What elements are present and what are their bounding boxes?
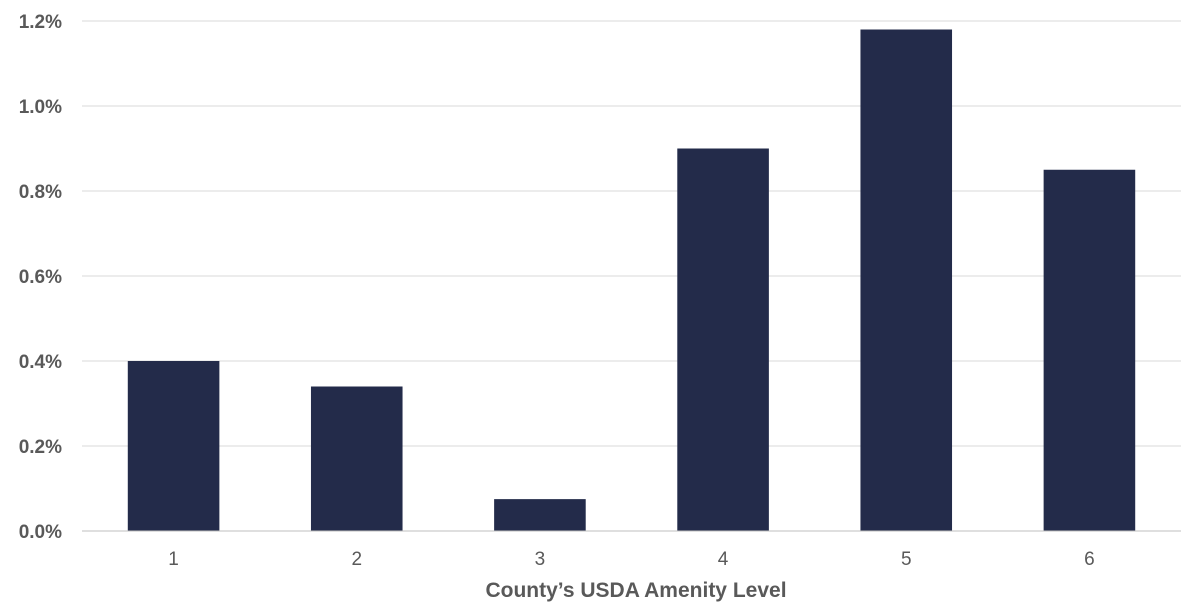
y-tick-label: 1.2% (19, 12, 62, 33)
axes: 0.0% 0.2% 0.4% 0.6% 0.8% 1.0% 1.2% 1 2 3 4 5 6 (19, 12, 1181, 570)
y-tick-label: 0.8% (19, 182, 62, 203)
gridlines (82, 20, 1181, 447)
x-tick-label: 3 (535, 549, 546, 570)
y-tick-label: 0.2% (19, 437, 62, 458)
y-tick-label: 1.0% (19, 97, 62, 118)
bar-1 (127, 361, 220, 531)
x-tick-label: 4 (718, 549, 729, 570)
x-tick-label: 2 (351, 549, 362, 570)
bar-3 (494, 499, 586, 531)
bar-4 (677, 148, 769, 531)
y-tick-label: 0.6% (19, 267, 62, 288)
y-tick-label: 0.4% (19, 352, 62, 373)
x-tick-label: 5 (901, 549, 912, 570)
y-tick-label: 0.0% (19, 522, 62, 543)
x-tick-label: 6 (1084, 549, 1095, 570)
bar-6 (1043, 169, 1136, 531)
x-axis-title: County’s USDA Amenity Level (485, 579, 786, 602)
x-tick-label: 1 (168, 549, 179, 570)
bars (127, 29, 1136, 531)
bar-5 (860, 29, 953, 531)
bar-2 (310, 386, 403, 531)
